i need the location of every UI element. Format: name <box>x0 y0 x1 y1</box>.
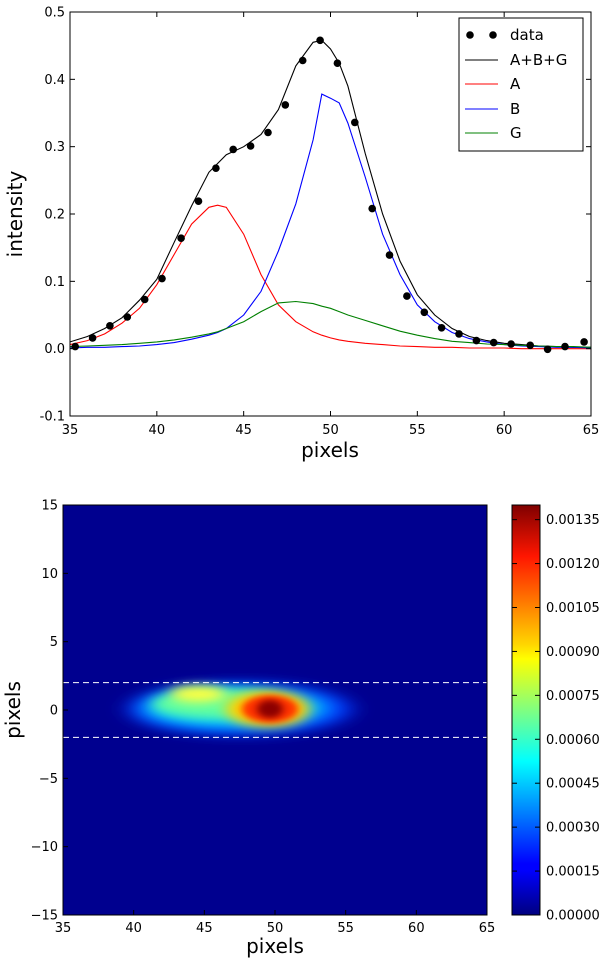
legend-item-g: G <box>465 124 522 142</box>
legend-label: data <box>510 26 544 44</box>
data-point <box>455 330 463 338</box>
data-point <box>71 342 79 351</box>
colorbar-tick-label: 0.00105 <box>546 601 600 616</box>
data-points <box>71 36 588 354</box>
data-point <box>437 324 446 332</box>
y-axis-label: intensity <box>3 170 27 257</box>
data-point <box>88 334 97 342</box>
aperture-lines <box>63 682 487 738</box>
y-tick-label: 0.2 <box>44 208 65 223</box>
legend-item-data: data <box>466 26 544 44</box>
data-point <box>264 128 272 137</box>
y-tick-label: 0.1 <box>44 275 65 290</box>
legend-item-a-b-g: A+B+G <box>465 51 567 69</box>
y-tick-label: 0.4 <box>44 73 65 88</box>
colorbar <box>511 504 541 916</box>
x-axis-label: pixels <box>301 438 359 462</box>
legend-label: G <box>510 124 522 142</box>
colorbar-tick-label: 0.00135 <box>546 513 600 528</box>
x-tick-label: 45 <box>235 423 252 438</box>
data-point <box>543 345 552 354</box>
data-point <box>229 145 237 154</box>
x-tick-label: 40 <box>149 423 166 438</box>
y-tick-label: 5 <box>50 635 58 650</box>
colorbar-tick-label: 0.00030 <box>546 821 600 836</box>
legend-label: B <box>510 100 520 118</box>
data-point <box>351 118 359 127</box>
x-tick-label: 45 <box>196 921 213 936</box>
series-line-a <box>70 204 591 350</box>
x-tick-label: 65 <box>583 423 600 438</box>
data-point <box>403 292 411 300</box>
colorbar-tick-label: 0.00060 <box>546 733 600 748</box>
axis-ticks: 35 40 45 50 55 60 65 -0.1 0.0 0.1 0.2 0.3 0.4 0.5 <box>40 6 600 439</box>
data-point <box>333 59 342 67</box>
y-tick-label: −15 <box>31 909 58 924</box>
heatmap-frame <box>62 504 488 916</box>
x-tick-label: 55 <box>337 921 354 936</box>
data-point <box>580 338 588 346</box>
y-tick-label: 0.3 <box>44 140 65 155</box>
heatmap-hotspot-left <box>170 686 226 702</box>
x-tick-label: 65 <box>479 921 496 936</box>
data-point <box>561 342 569 351</box>
colorbar-tick-label: 0.00120 <box>546 557 600 572</box>
legend-item-b: B <box>465 100 520 118</box>
y-tick-label: −10 <box>31 840 58 855</box>
data-point <box>507 340 515 348</box>
data-point <box>194 197 203 205</box>
x-axis-label: pixels <box>246 934 304 958</box>
heatmap-hotspot-main-core <box>257 700 283 718</box>
y-tick-label: 0.0 <box>44 342 65 357</box>
colorbar-tick-label: 0.00075 <box>546 689 600 704</box>
legend: data A+B+G A B G <box>458 17 584 152</box>
data-point <box>177 234 185 242</box>
y-tick-label: 0.5 <box>44 6 65 21</box>
x-tick-label: 50 <box>267 921 284 936</box>
y-tick-label: 10 <box>41 567 58 582</box>
data-point <box>140 295 149 304</box>
data-point <box>526 341 534 350</box>
data-point <box>420 308 429 317</box>
x-tick-label: 60 <box>408 921 425 936</box>
y-axis-label: pixels <box>1 681 25 739</box>
data-point <box>368 204 377 213</box>
plot-frame <box>69 11 592 417</box>
data-point <box>106 322 114 330</box>
colorbar-tick-label: 0.00045 <box>546 777 600 792</box>
legend-marker-dot <box>489 31 497 39</box>
legend-marker-dot <box>466 31 474 39</box>
data-point <box>246 142 255 150</box>
data-point <box>212 164 220 172</box>
line-chart: 35 40 45 50 55 60 65 -0.1 0.0 0.1 0.2 0.3 0.4 0.5 pix… <box>3 6 600 463</box>
data-point <box>385 251 394 259</box>
y-tick-label: 15 <box>41 499 58 514</box>
x-tick-label: 60 <box>496 423 513 438</box>
y-tick-label: -0.1 <box>40 410 65 425</box>
x-tick-label: 50 <box>322 423 339 438</box>
data-point <box>489 338 498 347</box>
x-tick-label: 55 <box>409 423 426 438</box>
y-tick-label: −5 <box>39 772 58 787</box>
data-point <box>123 313 132 321</box>
y-tick-label: 0 <box>50 704 58 719</box>
colorbar-ticks: 0.00135 0.00120 0.00105 0.00090 0.00075 0.000… <box>512 513 600 924</box>
data-point <box>298 56 307 65</box>
data-point <box>281 101 290 109</box>
x-tick-label: 35 <box>55 921 72 936</box>
legend-label: A <box>510 75 521 93</box>
data-point <box>316 36 324 45</box>
colorbar-tick-label: 0.00015 <box>546 865 600 880</box>
heatmap-image <box>63 505 487 915</box>
legend-label: A+B+G <box>510 51 567 69</box>
colorbar-tick-label: 0.00090 <box>546 645 600 660</box>
colorbar-tick-label: 0.00000 <box>546 909 600 924</box>
legend-item-a: A <box>465 75 521 93</box>
data-point <box>472 336 481 345</box>
x-tick-label: 35 <box>62 423 79 438</box>
x-tick-label: 40 <box>125 921 142 936</box>
data-point <box>158 274 166 283</box>
